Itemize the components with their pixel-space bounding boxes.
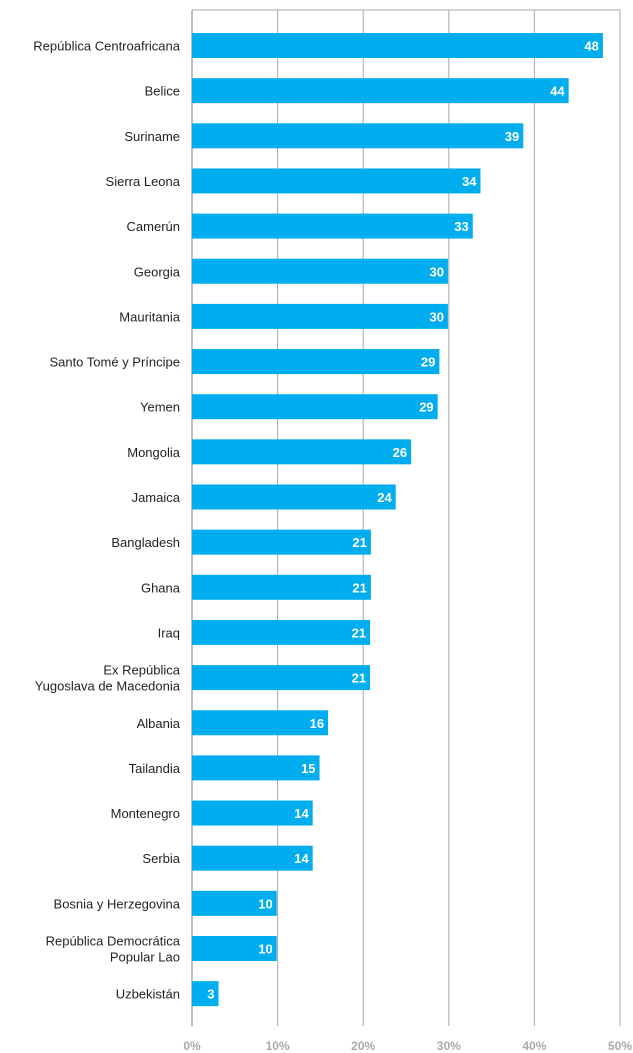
category-label: Santo Tomé y Príncipe [49,355,180,370]
bar [192,485,396,510]
bar-value-label: 14 [294,851,309,866]
bar-value-label: 29 [421,355,435,370]
bar-value-label: 21 [352,625,366,640]
bar-value-label: 10 [258,942,272,957]
category-label: Serbia [142,851,180,866]
bar [192,530,371,555]
bar [192,349,439,374]
bar [192,665,370,690]
bar-value-label: 24 [377,490,392,505]
bar-value-label: 15 [301,761,315,776]
category-label: Yemen [140,400,180,415]
category-label: Sierra Leona [106,174,181,189]
bar-value-label: 10 [258,896,272,911]
bar [192,259,448,284]
category-label: Montenegro [111,806,180,821]
bar [192,78,569,103]
category-label: Camerún [127,219,180,234]
category-label: Bangladesh [111,535,180,550]
bar-value-label: 44 [550,84,565,99]
x-tick-label: 30% [437,1039,461,1053]
bar-value-label: 33 [454,219,468,234]
category-label: Suriname [124,129,180,144]
category-labels: República Centroafricana Belice Suriname Si… [33,39,180,1002]
grid-lines [192,10,620,1026]
x-axis-ticks: 0% 10% 20% 30% 40% 50% [183,1039,632,1053]
x-tick-label: 20% [351,1039,375,1053]
category-label: Mauritania [119,309,180,324]
bar [192,575,371,600]
x-tick-label: 10% [266,1039,290,1053]
bar [192,394,438,419]
category-label: Belice [145,84,180,99]
category-label: República Democrática Popular Lao [46,934,181,965]
bar [192,710,328,735]
category-label: Mongolia [127,445,181,460]
bar-value-label: 30 [429,264,443,279]
bar-value-label: 21 [352,580,366,595]
bar-value-label: 14 [294,806,309,821]
bars-group: 48 44 39 34 33 30 30 29 29 26 24 21 21 21 21 16 15 14 14 10… [192,33,603,1006]
bar-value-label: 21 [352,535,366,550]
bar [192,304,448,329]
bar-value-label: 21 [352,671,366,686]
bar-value-label: 30 [429,309,443,324]
bar [192,168,480,193]
category-label: Jamaica [132,490,181,505]
bar-value-label: 16 [310,716,324,731]
category-label: Ghana [141,580,181,595]
category-label: Ex República Yugoslava de Macedonia [35,663,181,694]
x-tick-label: 40% [522,1039,546,1053]
bar [192,123,523,148]
bar [192,33,603,58]
bar-value-label: 26 [393,445,407,460]
bar-value-label: 34 [462,174,477,189]
bar-value-label: 3 [207,987,214,1002]
category-label: República Centroafricana [33,39,180,54]
category-label: Georgia [134,264,181,279]
x-tick-label: 0% [183,1039,201,1053]
category-label: Albania [137,716,181,731]
bar [192,620,370,645]
bar [192,214,473,239]
category-label: Uzbekistán [116,987,180,1002]
bar-value-label: 48 [584,39,598,54]
bar-value-label: 39 [505,129,519,144]
category-label: Bosnia y Herzegovina [54,896,181,911]
bar [192,439,411,464]
category-label: Tailandia [129,761,181,776]
bar-value-label: 29 [419,400,433,415]
category-label: Iraq [158,625,180,640]
bar [192,981,219,1006]
x-tick-label: 50% [608,1039,632,1053]
